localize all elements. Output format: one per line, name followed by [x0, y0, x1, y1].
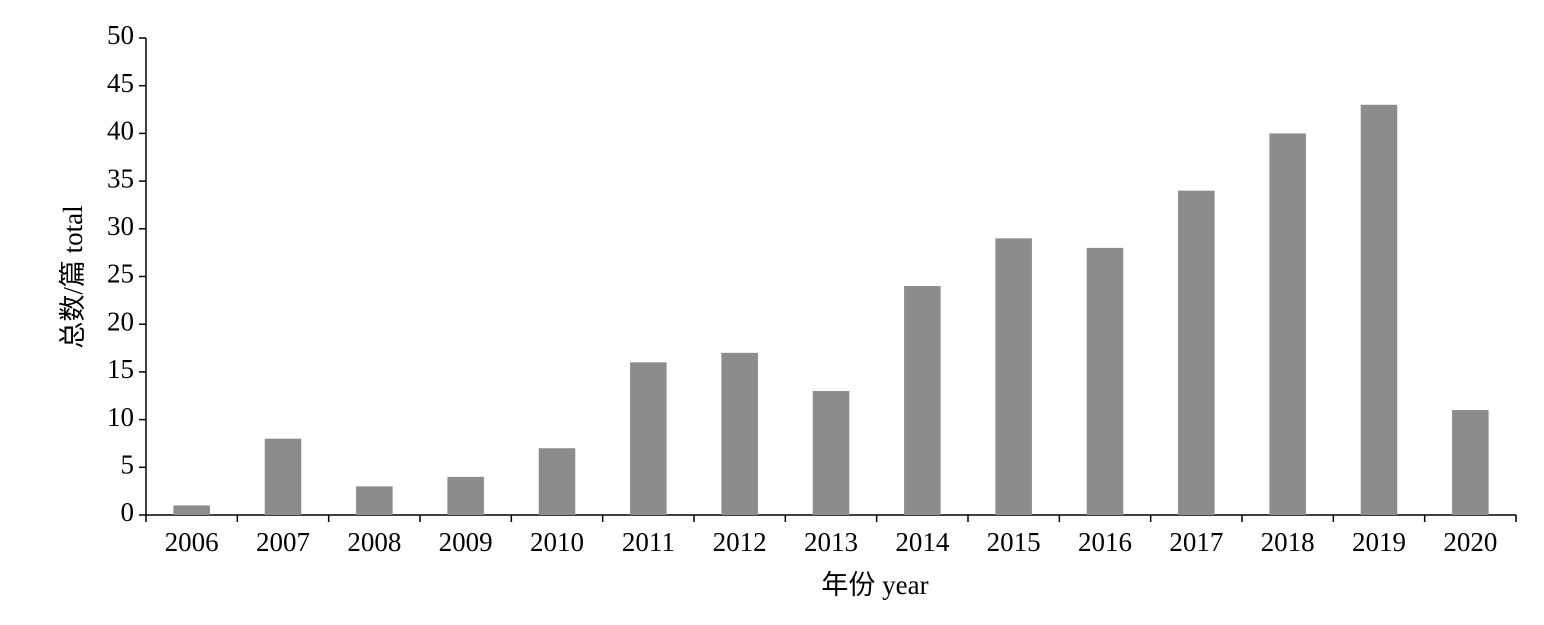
- bar: [1086, 247, 1124, 515]
- x-tick-label: 2015: [987, 527, 1041, 557]
- bar: [904, 286, 941, 515]
- x-tick-label: 2009: [439, 527, 493, 557]
- y-tick-label: 20: [107, 306, 134, 336]
- x-tick-label: 2007: [256, 527, 310, 557]
- x-tick-label: 2011: [622, 527, 675, 557]
- y-tick-label: 10: [107, 402, 134, 432]
- bar: [173, 505, 210, 515]
- y-tick-label: 25: [107, 259, 134, 289]
- y-tick-label: 35: [107, 163, 134, 193]
- y-tick-label: 45: [107, 68, 134, 98]
- bar: [1452, 410, 1489, 515]
- bar: [538, 448, 576, 515]
- y-tick-label: 30: [107, 211, 134, 241]
- x-tick-label: 2014: [895, 527, 950, 557]
- x-tick-label: 2013: [804, 527, 858, 557]
- x-tick-label: 2006: [165, 527, 219, 557]
- x-tick-label: 2019: [1352, 527, 1406, 557]
- y-tick-label: 40: [107, 116, 134, 146]
- bar: [1360, 104, 1398, 515]
- bar: [995, 238, 1032, 515]
- y-axis-label: 总数/篇 total: [58, 205, 88, 348]
- y-tick-label: 0: [121, 497, 135, 527]
- x-tick-label: 2018: [1261, 527, 1315, 557]
- x-tick-label: 2017: [1169, 527, 1223, 557]
- bar: [1269, 133, 1306, 515]
- x-tick-label: 2010: [530, 527, 584, 557]
- y-tick-label: 5: [121, 450, 135, 480]
- x-tick-label: 2012: [713, 527, 767, 557]
- x-tick-label: 2020: [1443, 527, 1497, 557]
- y-tick-label: 50: [107, 20, 134, 50]
- bar: [630, 362, 667, 515]
- x-axis-label: 年份 year: [821, 570, 928, 600]
- bar: [1178, 190, 1215, 515]
- x-tick-label: 2008: [347, 527, 401, 557]
- x-tick-label: 2016: [1078, 527, 1132, 557]
- bar: [812, 390, 850, 515]
- bar: [447, 476, 484, 515]
- bar: [264, 438, 302, 515]
- bar: [721, 352, 758, 515]
- bar: [356, 486, 393, 515]
- y-tick-label: 15: [107, 354, 134, 384]
